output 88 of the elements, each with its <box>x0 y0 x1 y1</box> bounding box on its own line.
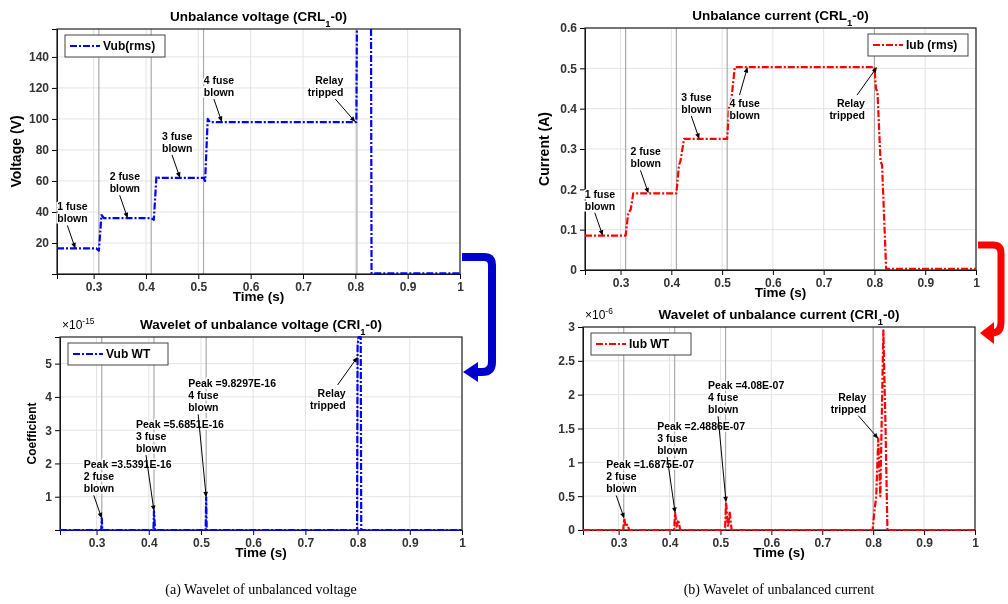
x-tick-label: 0.4 <box>140 535 158 550</box>
y-tick-label: 0 <box>570 263 578 278</box>
y-tick-label: 0.2 <box>560 182 578 197</box>
x-tick-label: 0.5 <box>714 275 732 290</box>
y-tick-label: 20 <box>35 236 50 251</box>
y-tick-label: 0.5 <box>560 61 578 76</box>
chart-title: Wavelet of unbalance voltage (CRI$_{1}$-0) <box>140 317 382 337</box>
text: ×10$^{-6}$ <box>585 306 614 322</box>
x-tick-label: 0.9 <box>401 535 419 550</box>
x-tick-label: 0.3 <box>85 279 103 294</box>
y-tick-label: 3 <box>568 320 576 335</box>
y-tick-label: 1 <box>45 490 53 505</box>
x-tick-label: 0.4 <box>661 535 679 550</box>
x-tick-label: 0.4 <box>138 279 156 294</box>
y-tick-label: 4 <box>45 390 53 405</box>
chart-title: Wavelet of unbalance current (CRI$_{1}$-0) <box>658 307 900 327</box>
x-tick-label: 0.4 <box>663 275 681 290</box>
x-tick-label: 0.9 <box>399 279 417 294</box>
x-tick-label: 0.7 <box>814 535 832 550</box>
x-tick-label: 0.3 <box>88 535 106 550</box>
x-tick-label: 0.9 <box>917 275 935 290</box>
annotation: Peak =2.4886E-07 3 fuse blown <box>657 420 746 457</box>
x-tick-label: 0.3 <box>610 535 628 550</box>
x-tick-label: 0.7 <box>815 275 833 290</box>
annotation: 3 fuse blown <box>681 90 712 115</box>
y-tick-label: 0.4 <box>560 102 578 117</box>
text: (b) Wavelet of unbalanced current <box>683 582 875 598</box>
y-tick-label: 2.5 <box>558 354 576 369</box>
x-tick-label: 1 <box>457 279 465 294</box>
y-tick-label: 0.1 <box>560 223 578 238</box>
legend-label: Iub WT <box>629 337 670 351</box>
y-tick-label: 3 <box>45 423 53 438</box>
x-axis-title: Time (s) <box>232 289 285 304</box>
x-tick-label: 0.8 <box>347 279 365 294</box>
annotation: Peak =5.6851E-16 3 fuse blown <box>135 418 224 455</box>
annotation: 4 fuse blown <box>729 97 760 122</box>
legend-label: Vub WT <box>106 347 151 361</box>
line-series <box>581 329 977 532</box>
x-tick-label: 1 <box>973 275 981 290</box>
x-tick-label: 0.7 <box>297 535 315 550</box>
y-tick-label: 1.5 <box>558 421 576 436</box>
y-tick-label: 2 <box>568 388 576 403</box>
chart-title: Unbalance current (CRL$_{1}$-0) <box>692 8 869 28</box>
x-tick-label: 1 <box>459 535 467 550</box>
legend-label: Vub(rms) <box>103 39 156 53</box>
x-tick-label: 0.3 <box>612 275 630 290</box>
y-tick-label: 140 <box>28 50 50 65</box>
x-tick-label: 0.5 <box>193 535 211 550</box>
annotation: 3 fuse blown <box>161 129 193 154</box>
annotation: Peak =3.5391E-16 2 fuse blown <box>83 458 172 495</box>
y-axis-title: Voltage (V) <box>8 115 24 188</box>
y-tick-label: 0 <box>568 523 576 538</box>
y-tick-label: 120 <box>28 81 50 96</box>
x-tick-label: 0.8 <box>866 275 884 290</box>
y-tick-label: 0.5 <box>558 489 576 504</box>
x-tick-label: 0.5 <box>190 279 208 294</box>
y-axis-title: Coefficient <box>25 402 39 465</box>
y-tick-label: 80 <box>35 143 50 158</box>
y-tick-label: 2 <box>45 456 53 471</box>
x-tick-label: 0.8 <box>349 535 367 550</box>
line-series <box>58 335 464 532</box>
annotation: Relay tripped <box>307 74 344 99</box>
y-tick-label: 60 <box>35 174 50 189</box>
annotation: Peak =4.08E-07 4 fuse blown <box>708 379 785 416</box>
y-tick-label: 40 <box>35 205 50 220</box>
y-tick-label: 1 <box>568 455 576 470</box>
text: (a) Wavelet of unbalanced voltage <box>165 582 357 598</box>
annotation: Peak =9.8297E-16 4 fuse blown <box>188 377 277 414</box>
annotation: 4 fuse blown <box>203 74 235 99</box>
x-tick-label: 0.5 <box>712 535 730 550</box>
chart-title: Unbalance voltage (CRL$_{1}$-0) <box>169 9 348 29</box>
annotation: 1 fuse blown <box>57 200 88 225</box>
annotation: Relay tripped <box>309 386 346 411</box>
x-tick-label: 0.7 <box>295 279 313 294</box>
annotation: 2 fuse blown <box>630 145 661 170</box>
y-tick-label: 100 <box>28 112 50 127</box>
y-tick-label: 0.3 <box>560 142 578 157</box>
annotation: Relay tripped <box>830 390 867 415</box>
y-axis-title: Current (A) <box>536 112 552 186</box>
x-tick-label: 0.9 <box>916 535 934 550</box>
x-tick-label: 1 <box>972 535 980 550</box>
legend-label: Iub (rms) <box>906 38 958 52</box>
text: ×10$^{-15}$ <box>62 316 95 332</box>
x-tick-label: 0.8 <box>865 535 883 550</box>
y-tick-label: 0.6 <box>560 21 578 36</box>
y-tick-label: 5 <box>45 356 53 371</box>
annotation: Relay tripped <box>829 97 866 122</box>
annotation: 2 fuse blown <box>109 170 141 195</box>
